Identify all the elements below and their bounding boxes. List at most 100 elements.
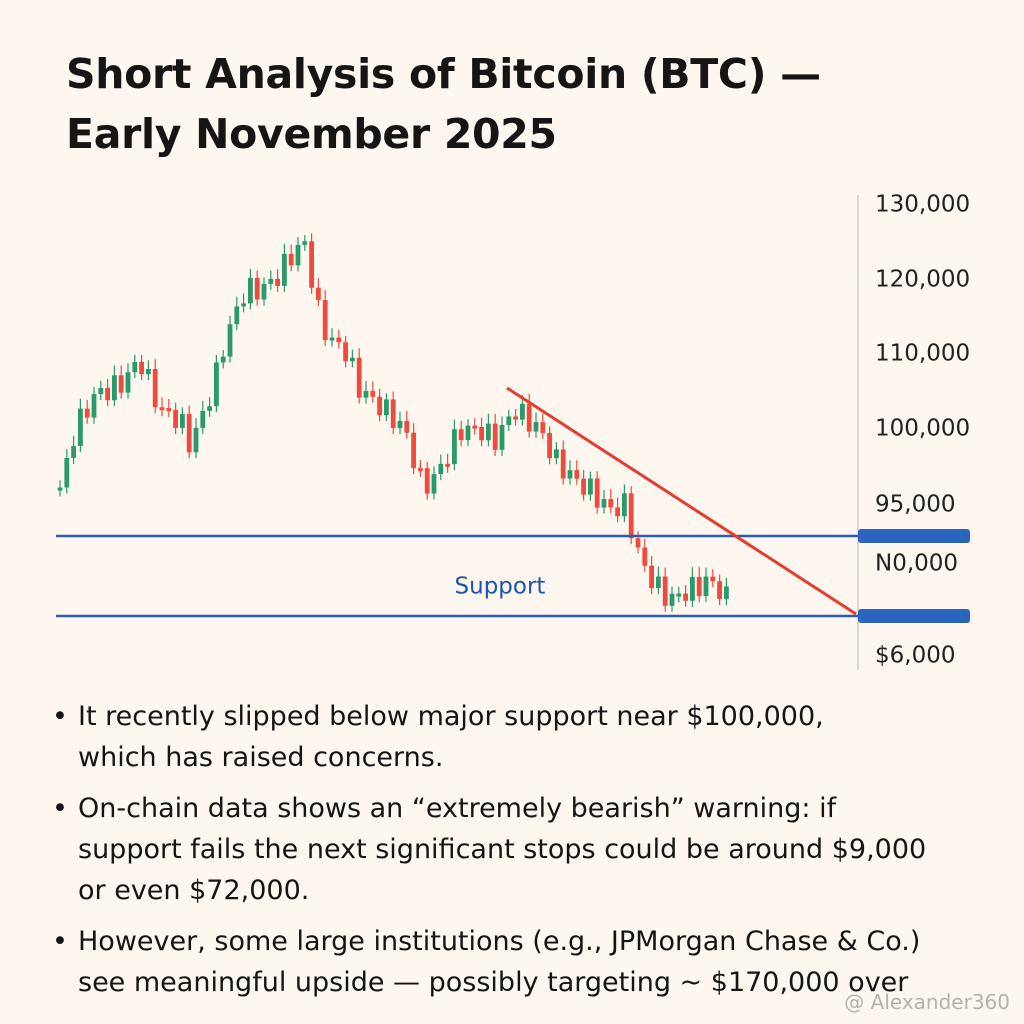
candle-body [486, 423, 491, 441]
candle-body [411, 432, 416, 469]
candle-body [220, 356, 226, 363]
candle-body [615, 507, 620, 517]
bullet-line: On-chain data shows an “extremely bearis… [78, 793, 837, 824]
bullet-line: support fails the next significant stops… [78, 834, 927, 865]
candle-body [560, 449, 566, 479]
candle-body [397, 420, 403, 429]
candle-body [669, 593, 675, 606]
candle-body [57, 487, 63, 491]
axis-label: N0,000 [875, 551, 958, 577]
candle-body [452, 429, 457, 465]
candle-body [492, 423, 498, 450]
bullet: It recently slipped below major support … [52, 696, 1012, 778]
candle-body [84, 408, 90, 418]
candle-body [384, 399, 389, 416]
candle-body [152, 369, 158, 408]
bullet-line: It recently slipped below major support … [78, 701, 824, 732]
trend-line [506, 386, 857, 616]
candle-body [506, 416, 512, 425]
candle-body [241, 303, 246, 307]
candle-body [71, 445, 76, 458]
axis-label: 120,000 [875, 267, 970, 293]
candle-body [431, 474, 437, 494]
axis-label: 110,000 [875, 341, 970, 367]
title-line: Short Analysis of Bitcoin (BTC) — [66, 50, 821, 98]
candle-body [547, 432, 552, 459]
candle-body [608, 499, 614, 508]
candle-body [567, 470, 573, 479]
candle-body [520, 403, 525, 420]
candle-body [139, 361, 144, 375]
candle-body [343, 342, 348, 362]
candle-body [288, 253, 294, 266]
title: Short Analysis of Bitcoin (BTC) — Early … [66, 44, 821, 164]
candle-body [146, 369, 151, 375]
candle-body [214, 362, 219, 407]
candle-body [424, 468, 430, 494]
bullet-line: see meaningful upside — possibly targeti… [78, 967, 909, 998]
candle-body [350, 357, 355, 362]
candle-body [622, 493, 627, 517]
candle-body [581, 478, 586, 495]
candle-body [180, 414, 185, 428]
candle-body [554, 449, 559, 459]
candle-body [438, 463, 444, 475]
candle-body [696, 576, 702, 597]
candle-body [526, 403, 532, 432]
candle-body [132, 361, 138, 373]
axis-label: 95,000 [875, 492, 955, 518]
candle-body [390, 399, 396, 429]
candle-body [336, 337, 342, 343]
candle-body [91, 394, 97, 418]
chart: 130,000 120,000 110,000 100,000 95,000 N0,000… [56, 192, 970, 670]
bullet: However, some large institutions (e.g., … [52, 921, 1012, 1003]
candle-body [322, 300, 328, 341]
bullet-line: However, some large institutions (e.g., … [78, 926, 921, 957]
candle-body [316, 287, 321, 301]
candle-body [112, 375, 117, 401]
candle-body [282, 253, 287, 286]
candle-body [690, 576, 695, 601]
candle-body [98, 387, 104, 395]
candle-body [159, 407, 165, 411]
candle-body [601, 499, 607, 508]
candle-body [193, 427, 199, 453]
candle-body [628, 493, 634, 539]
candle-body [676, 593, 682, 597]
candle-body [200, 410, 206, 428]
support-marker [858, 529, 970, 543]
candle-body [656, 576, 661, 589]
bullet-line: which has raised concerns. [78, 742, 444, 773]
candle-body [499, 424, 505, 450]
candle-body [377, 396, 382, 416]
axis-label: 130,000 [875, 192, 970, 218]
candle-body [472, 425, 478, 429]
candle-body [227, 324, 233, 357]
candle-body [642, 547, 648, 566]
candle-body [186, 414, 192, 453]
candle-body [118, 375, 124, 393]
candle-body [105, 387, 110, 401]
title-line: Early November 2025 [66, 110, 557, 158]
candle-body [173, 409, 178, 428]
candle-body [649, 565, 654, 589]
candle-body [404, 420, 410, 433]
candle-body [594, 478, 600, 508]
candle-body [533, 422, 539, 432]
candle-body [479, 426, 484, 441]
candle-body [513, 416, 518, 420]
candle-body [254, 278, 260, 300]
candle-body [418, 468, 423, 472]
candle-body [574, 470, 580, 479]
candle-body [234, 306, 240, 325]
support-label: Support [455, 574, 546, 600]
bullet: On-chain data shows an “extremely bearis… [52, 788, 1012, 911]
candle-body [64, 457, 70, 488]
candle-body [370, 390, 376, 397]
candle-body [662, 576, 668, 606]
candle-body [703, 576, 709, 597]
candle-body [635, 538, 641, 548]
candle-body [295, 244, 301, 266]
watermark: @ Alexander360 [844, 990, 1010, 1014]
